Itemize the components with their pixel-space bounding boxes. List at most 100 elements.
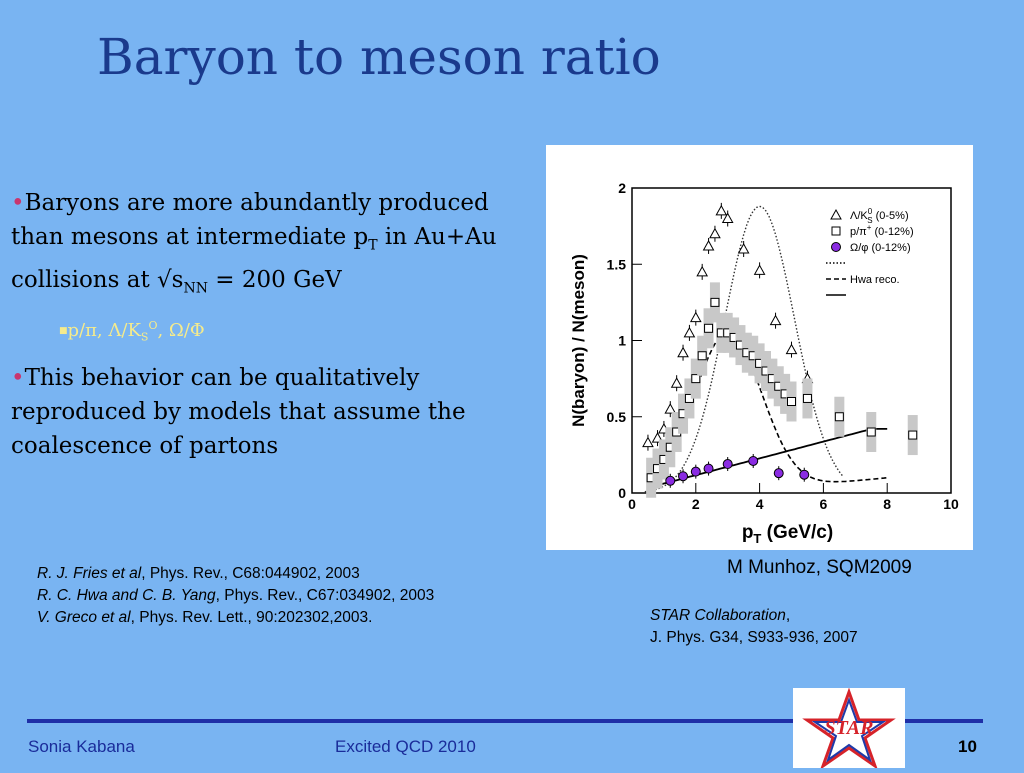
y-tick-label: 0.5 [607, 409, 627, 425]
data-point-circle [665, 475, 676, 486]
data-point-triangle [677, 346, 689, 358]
ratio-chart-svg: 0 2 4 6 8 10 0 0.5 1 1.5 2 pT (GeV/c) N(baryon) / N(… [569, 180, 959, 546]
x-axis-label-sub: T [753, 531, 761, 546]
bullet-1-sub-t: T [368, 237, 378, 254]
bullet-dot-icon: • [11, 190, 25, 216]
model-curve-solid [650, 428, 888, 488]
data-point-circle [773, 468, 784, 479]
bullet-1-sub-nn: NN [183, 280, 208, 297]
data-point-triangle [721, 212, 734, 223]
data-point-triangle [785, 343, 798, 355]
star-reference: STAR Collaboration, J. Phys. G34, S933-9… [650, 605, 858, 649]
y-tick-label: 2 [618, 180, 626, 196]
legend-label-tail: (0-12%) [868, 242, 910, 254]
data-point-circle [703, 463, 714, 474]
reference-list: R. J. Fries et al, Phys. Rev., C68:04490… [37, 563, 434, 629]
data-point-triangle [737, 242, 750, 254]
footer-divider [27, 719, 983, 723]
reference-2-rest: , Phys. Rev., C67:034902, 2003 [215, 587, 435, 604]
legend-label-main: Hwa reco. [850, 274, 900, 286]
data-point-triangle [715, 204, 728, 216]
reference-1: R. J. Fries et al, Phys. Rev., C68:04490… [37, 563, 434, 585]
x-axis-label-p: p [742, 522, 754, 543]
legend-label-main: Λ/K [850, 210, 868, 222]
data-point-square [697, 351, 707, 361]
y-tick-label: 0 [618, 485, 626, 501]
data-point-circle [799, 469, 810, 480]
data-point-circle [722, 459, 733, 470]
page-number: 10 [958, 737, 977, 756]
legend-label-main: Ω/φ [850, 242, 868, 254]
footer-author: Sonia Kabana [28, 737, 135, 756]
bullet-1-text-c: = 200 GeV [207, 266, 342, 293]
bullet-1-text-a: Baryons are more abundantly produced tha… [11, 190, 489, 250]
data-point-square [908, 430, 918, 440]
data-point-square [834, 412, 844, 422]
data-point-square [802, 393, 812, 403]
x-tick-label: 8 [883, 496, 891, 512]
bullet-2-text: This behavior can be qualitatively repro… [11, 364, 466, 459]
data-point-triangle [670, 377, 683, 388]
star-logo: STAR [793, 687, 905, 770]
x-tick-label: 2 [692, 496, 700, 512]
reference-3-authors: V. Greco et al [37, 609, 131, 626]
bullet-1: •Baryons are more abundantly produced th… [11, 186, 536, 305]
star-reference-line-2: J. Phys. G34, S933-936, 2007 [650, 629, 858, 646]
legend-marker-circle [831, 242, 841, 252]
star-reference-comma: , [785, 607, 791, 624]
data-point-circle [748, 455, 759, 466]
reference-2-authors: R. C. Hwa and C. B. Yang [37, 587, 216, 604]
y-axis-label: N(baryon) / N(meson) [569, 254, 588, 427]
legend-marker-triangle [830, 208, 842, 220]
reference-3-rest: , Phys. Rev. Lett., 90:202302,2003. [130, 609, 373, 626]
x-tick-label: 10 [943, 496, 959, 512]
data-point-triangle [702, 239, 715, 251]
sub-bullet-sup: O [148, 319, 158, 333]
data-point-square [866, 427, 876, 437]
sub-bullet-text-b: , Ω/Φ [157, 320, 205, 342]
bullet-list: •Baryons are more abundantly produced th… [11, 186, 536, 469]
reference-3: V. Greco et al, Phys. Rev. Lett., 90:202… [37, 607, 434, 629]
slide-title: Baryon to meson ratio [97, 28, 661, 86]
y-tick-label: 1.5 [607, 256, 627, 272]
reference-1-authors: R. J. Fries et al [37, 565, 142, 582]
y-tick-label: 1 [618, 333, 626, 349]
reference-2: R. C. Hwa and C. B. Yang, Phys. Rev., C6… [37, 585, 434, 607]
legend-label: Hwa reco. [850, 274, 900, 286]
model-curve-dotted [644, 205, 844, 493]
legend-label: Λ/K0 S (0-5%) [850, 207, 909, 225]
reference-1-rest: , Phys. Rev., C68:044902, 2003 [141, 565, 360, 582]
sub-bullet-dot-icon: ■ [59, 326, 68, 337]
x-axis-label-unit: (GeV/c) [761, 522, 833, 543]
legend-label-sup: + [867, 223, 872, 232]
data-point-triangle [696, 265, 709, 277]
x-tick-label: 6 [820, 496, 828, 512]
bullet-1-text-b: in Au+Au collisions at √s [11, 224, 497, 293]
star-logo-icon: STAR [802, 687, 896, 770]
x-tick-label: 0 [628, 496, 636, 512]
bullet-2: •This behavior can be qualitatively repr… [11, 361, 536, 463]
sub-bullet-sub: S [140, 330, 149, 344]
sub-bullet-text-a: p/π, Λ/K [67, 320, 141, 342]
bullet-dot-icon: • [11, 364, 25, 391]
x-tick-label: 4 [756, 496, 764, 512]
footer-event: Excited QCD 2010 [335, 737, 476, 756]
data-point-circle [690, 466, 701, 477]
data-point-square [691, 374, 701, 384]
legend-label-main: p/π [850, 226, 867, 238]
legend-label-sup: 0 [868, 207, 873, 216]
data-point-triangle [709, 227, 721, 239]
legend-label: Ω/φ (0-12%) [850, 242, 911, 254]
ratio-plot: 0 2 4 6 8 10 0 0.5 1 1.5 2 pT (GeV/c) N(baryon) / N(… [546, 145, 973, 550]
data-point-square [787, 397, 796, 406]
data-point-triangle [683, 326, 696, 338]
plot-credit: M Munhoz, SQM2009 [727, 557, 912, 578]
star-reference-collab: STAR Collaboration [650, 607, 786, 624]
star-logo-text: STAR [825, 717, 874, 739]
data-point-triangle [753, 264, 766, 275]
legend-label: p/π+ (0-12%) [850, 223, 914, 238]
legend-label-tail: (0-5%) [873, 210, 909, 222]
star-reference-line-1: STAR Collaboration, [650, 605, 858, 627]
legend-marker-square [831, 226, 841, 236]
data-point-triangle [664, 403, 677, 414]
